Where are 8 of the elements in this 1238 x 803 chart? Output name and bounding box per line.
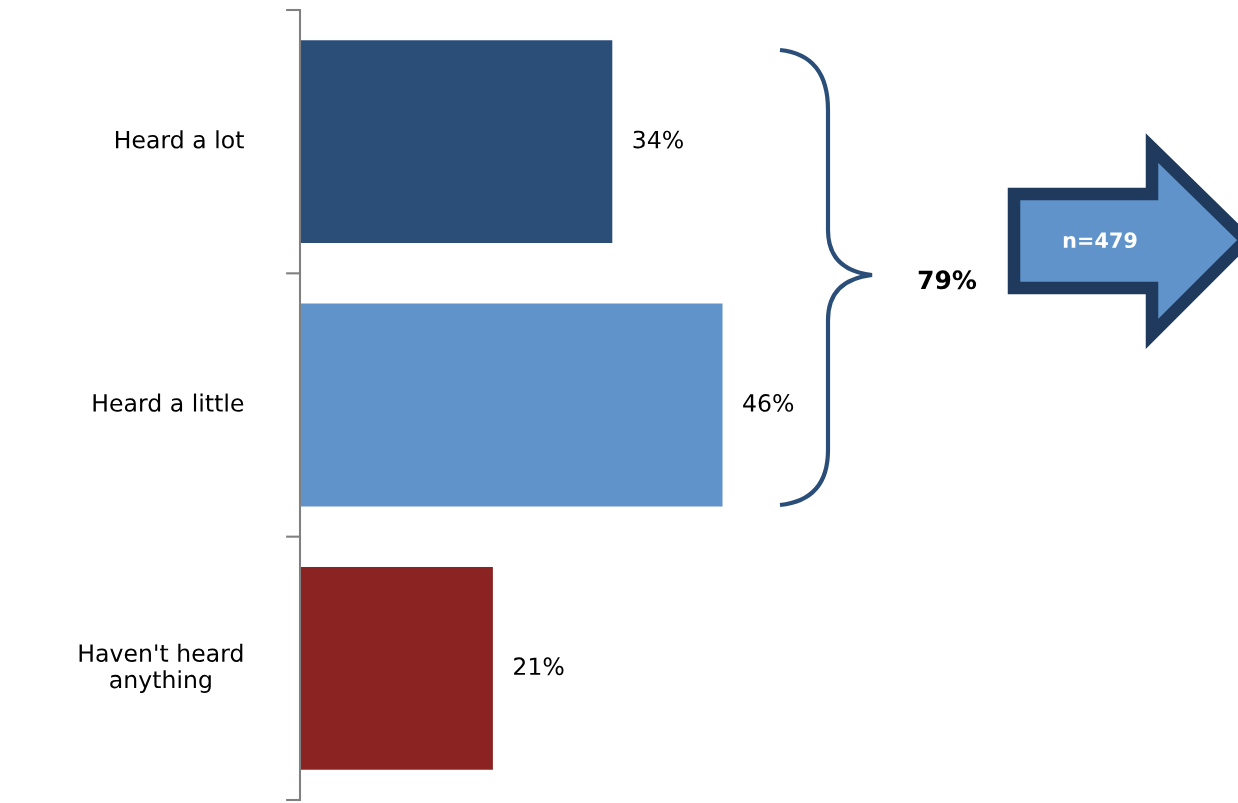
data-label: 34% [633,130,683,149]
text: n=479 [1063,232,1137,249]
text: 79% [918,270,977,290]
y-tick-label: Heard a lot [115,130,244,149]
data-label: 21% [514,657,564,676]
y-tick-label: Heard a little [93,393,244,412]
data-label: 46% [743,393,794,412]
y-tick-label: Haven't heard anything [79,643,243,693]
